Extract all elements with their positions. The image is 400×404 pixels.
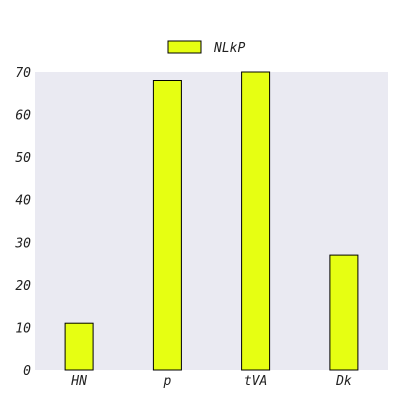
- bar-tVA: [241, 71, 271, 371]
- bars-group: [64, 71, 359, 371]
- y-tick-label: 50: [15, 151, 31, 166]
- legend: NLkP: [167, 40, 245, 56]
- y-tick-label: 70: [15, 66, 31, 81]
- y-tick-label: 10: [15, 321, 31, 336]
- y-tick-label: 40: [15, 194, 31, 209]
- legend-swatch: [167, 40, 202, 54]
- plot-background: [35, 72, 388, 370]
- y-axis-ticks: 0 10 20 30 40 50 60 70: [14, 66, 31, 379]
- x-tick-label: HN: [70, 374, 87, 389]
- bar-Dk: [329, 254, 359, 371]
- x-tick-label: Dk: [335, 374, 352, 389]
- x-tick-label: p: [162, 374, 171, 389]
- y-tick-label: 0: [23, 364, 31, 379]
- y-tick-label: 60: [15, 109, 31, 124]
- x-tick-label: tVA: [244, 374, 267, 389]
- bar-p: [152, 80, 182, 371]
- x-axis-ticks: HN p tVA Dk: [70, 374, 352, 389]
- legend-label: NLkP: [213, 41, 245, 56]
- y-tick-label: 30: [14, 236, 31, 251]
- y-tick-label: 20: [15, 279, 31, 294]
- bar-HN: [64, 322, 94, 371]
